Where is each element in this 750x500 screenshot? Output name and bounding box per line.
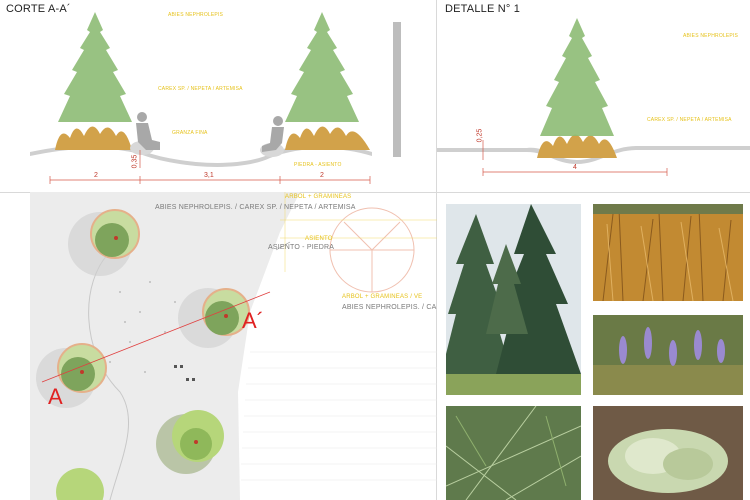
- leader-line: [275, 241, 291, 251]
- gravel-dots: [109, 281, 176, 373]
- person-left: [136, 112, 160, 150]
- photos-panel: [437, 192, 750, 500]
- detail-dim-height: 0,25: [476, 128, 484, 143]
- ground-detail: [437, 146, 750, 164]
- guide-lines: [280, 192, 437, 272]
- detail-panel: DETALLE N° 1 ABIES NEPHROLEPIS CAREX SP.…: [437, 0, 750, 192]
- wall: [393, 22, 401, 157]
- plan-tree-3: [36, 343, 107, 408]
- photo-nepeta-flowers: [593, 315, 743, 395]
- seat-outlines: [329, 207, 415, 293]
- plan-label-species-1: ABIES NEPHROLEPIS. / CAREX SP. / NEPETA …: [155, 204, 356, 211]
- plan-label-arbol-2: ARBOL + GRAMINEAS / VE: [342, 294, 423, 300]
- dim-1: 2: [94, 172, 98, 179]
- plan-tree-5: [56, 468, 104, 500]
- tree-left: [58, 12, 132, 122]
- photo-carex-grass: [593, 204, 743, 301]
- section-marker-a: A: [48, 384, 63, 409]
- tree-detail: [540, 18, 614, 136]
- detail-dim-width: 4: [573, 164, 577, 171]
- label-shrubs: CAREX SP. / NEPETA / ARTEMISA: [158, 86, 243, 92]
- section-marker-a-prime: A´: [242, 308, 264, 333]
- panel-divider-horizontal: [0, 192, 750, 193]
- dim-2: 3,1: [204, 172, 214, 179]
- plan-tree-1: [68, 209, 140, 276]
- dimension-lines: [49, 150, 371, 184]
- label-gravel: GRANZA FINA: [172, 130, 208, 136]
- hatch-lines: [241, 351, 437, 481]
- plan-tree-4: [156, 410, 224, 474]
- section-panel: CORTE A-A´ ABIES NEPHROLEPIS CAREX SP. /…: [0, 0, 437, 192]
- section-drawing: [30, 12, 401, 184]
- photo-artemisia: [593, 406, 743, 500]
- section-cut-line: [41, 291, 271, 383]
- plan-label-asiento: ASIENTO - PIEDRA: [268, 244, 335, 251]
- label-tree: ABIES NEPHROLEPIS: [168, 12, 224, 18]
- plan-panel: ARBOL + GRAMINEAS ABIES NEPHROLEPIS. / C…: [0, 192, 437, 500]
- detail-title: DETALLE N° 1: [445, 3, 521, 15]
- grass-detail: [537, 134, 617, 158]
- panel-divider-vertical: [436, 0, 437, 500]
- detail-drawing: [437, 18, 750, 176]
- plan-label-species-2: ABIES NEPHROLEPIS. / CA: [342, 304, 437, 311]
- detail-dimension-lines: [482, 140, 668, 176]
- photo-fir-needles: [446, 406, 581, 500]
- label-stone: PIEDRA - ASIENTO: [294, 162, 342, 168]
- plan-label-asiento-yellow: ASIENTO: [305, 236, 333, 242]
- photo-fir-tree: [446, 204, 581, 395]
- detail-label-shrubs: CAREX SP. / NEPETA / ARTEMISA: [647, 117, 732, 123]
- plan-drawing: [30, 192, 437, 500]
- grass-left: [55, 126, 132, 150]
- detail-label-tree: ABIES NEPHROLEPIS: [683, 33, 739, 39]
- person-right: [262, 116, 284, 152]
- dim-height: 0,35: [131, 154, 139, 169]
- section-title: CORTE A-A´: [6, 3, 71, 15]
- dim-3: 2: [320, 172, 324, 179]
- path-edge: [88, 251, 129, 500]
- seat-marks: [174, 365, 195, 381]
- grass-right: [285, 126, 370, 150]
- tree-right: [285, 12, 359, 122]
- plan-label-arbol-1: ARBOL + GRAMINEAS: [285, 194, 352, 200]
- plan-tree-2: [178, 288, 250, 348]
